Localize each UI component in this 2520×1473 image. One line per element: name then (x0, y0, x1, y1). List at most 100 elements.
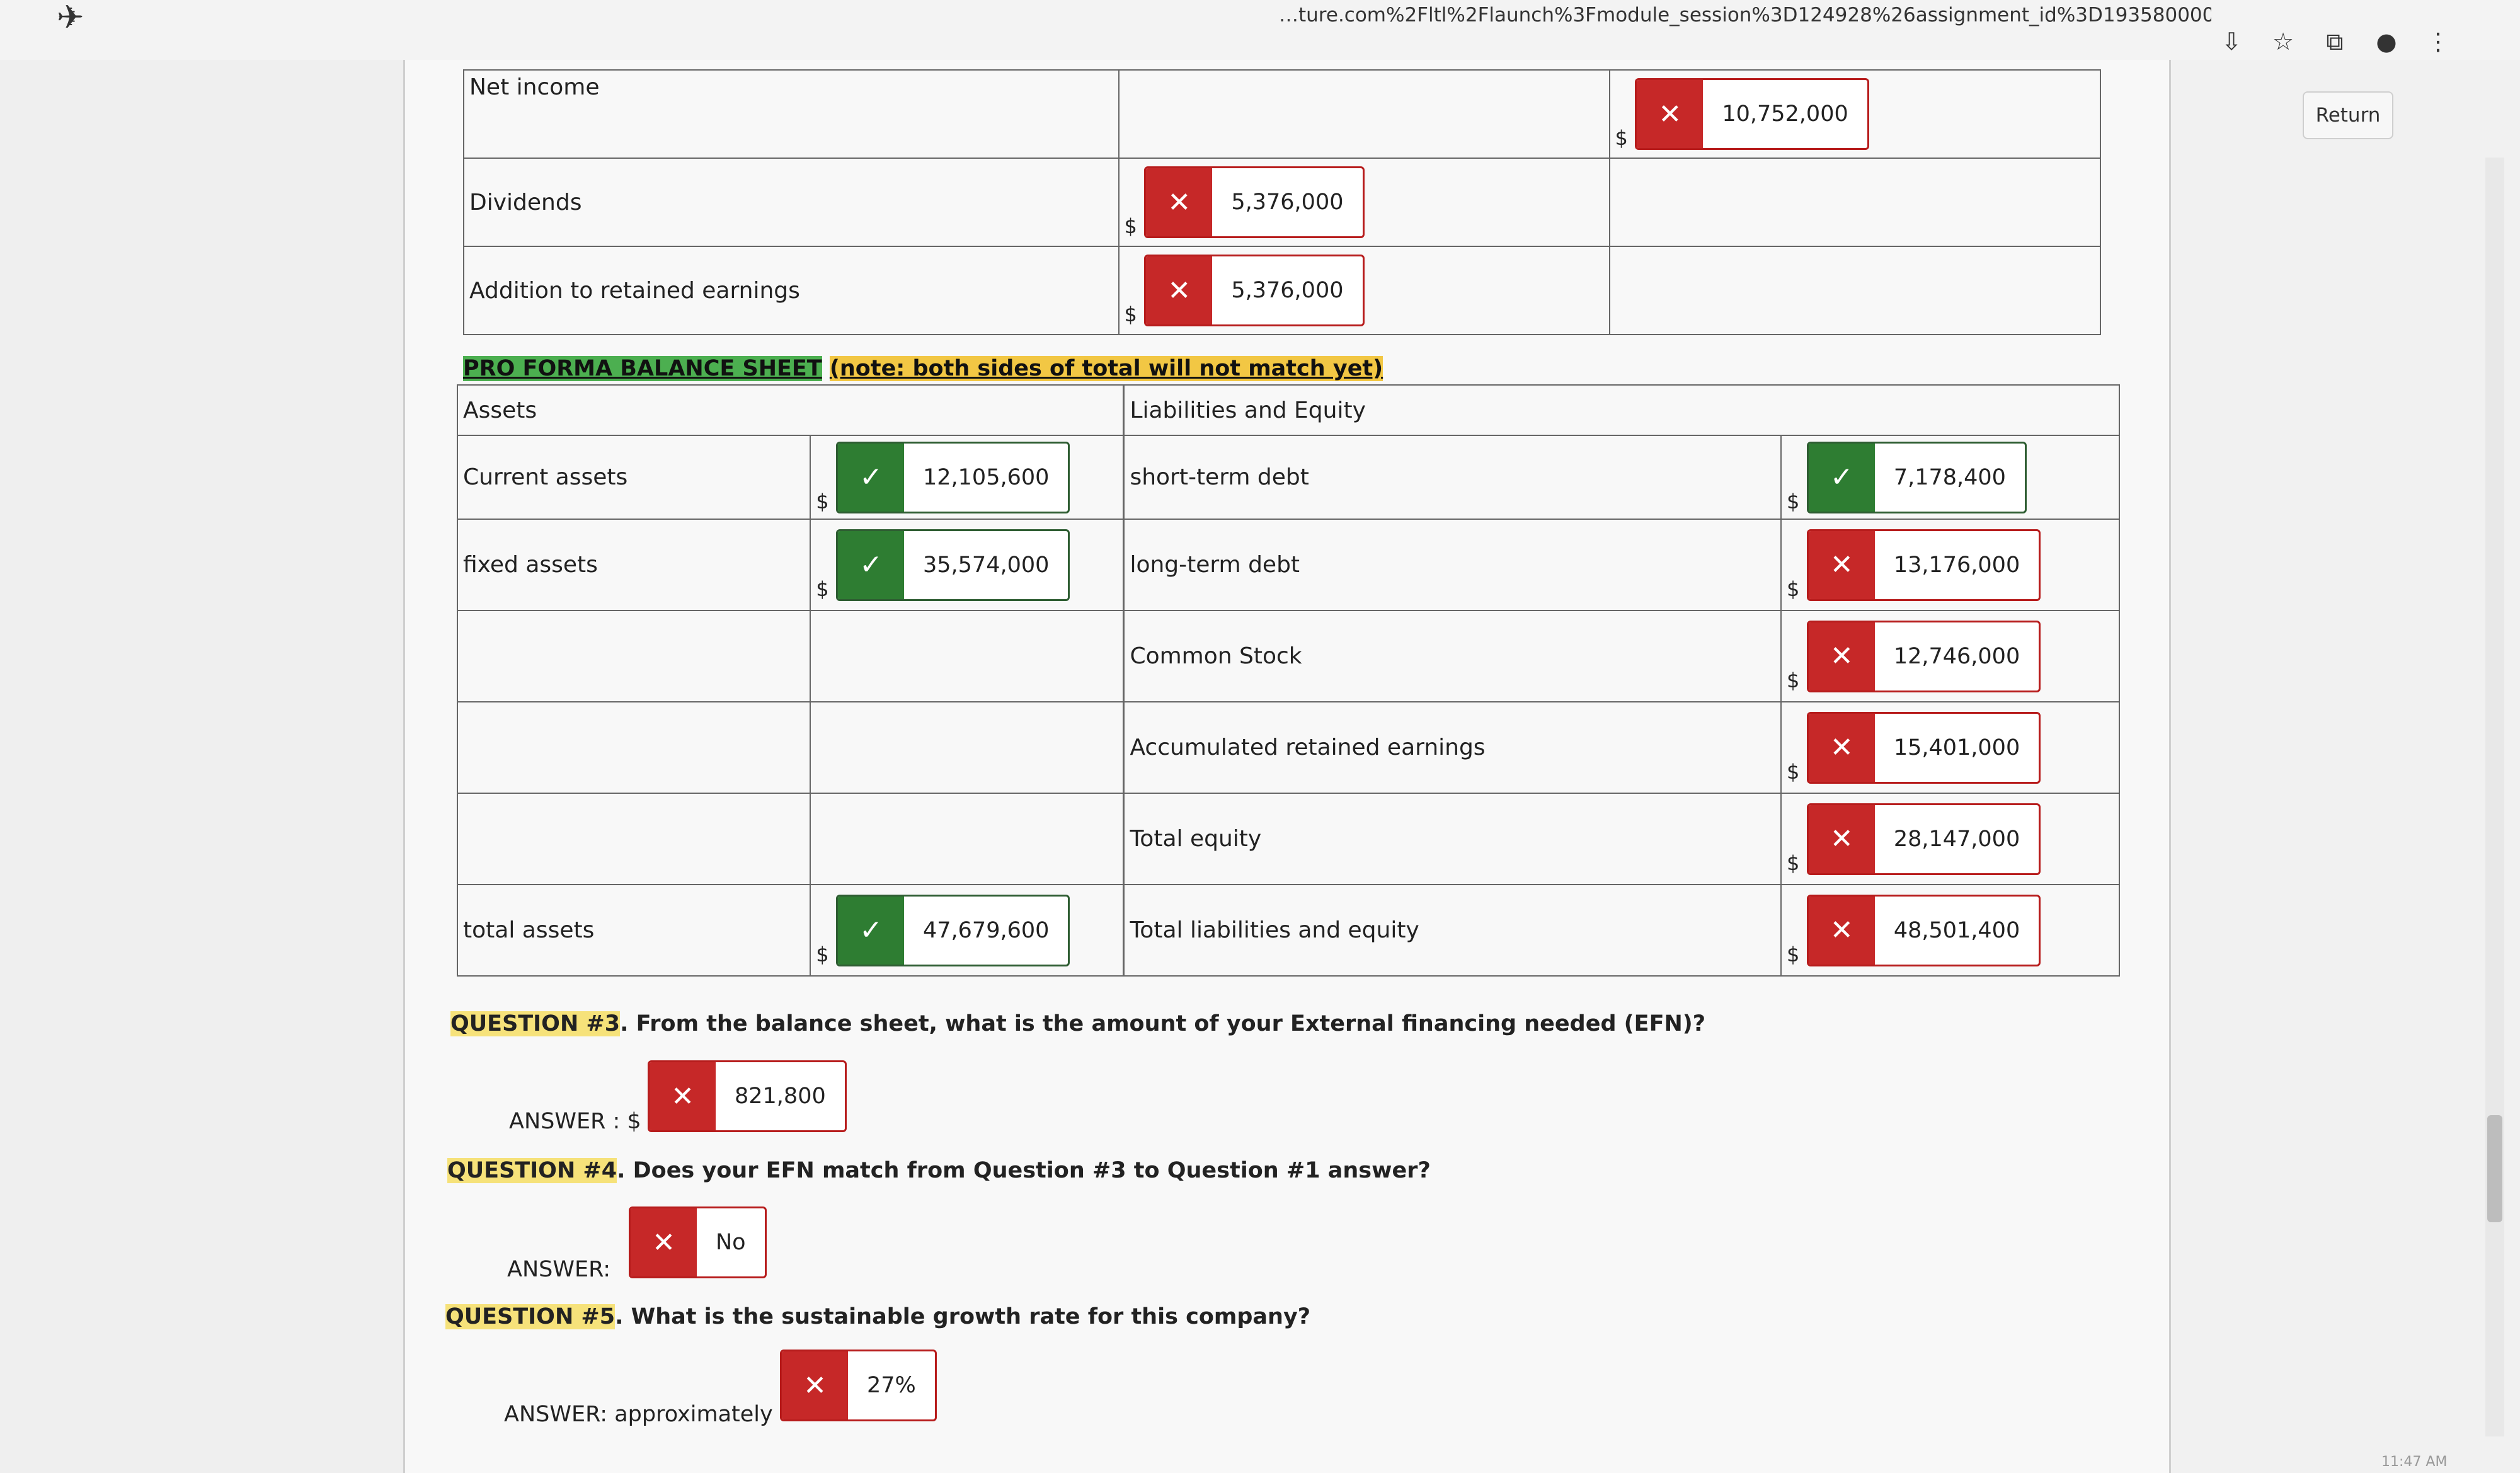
answer-label: ANSWER : $ (509, 1109, 641, 1134)
liability-value-cell: $ ✕ 12,746,000 (1780, 610, 2120, 702)
fixed-assets-answer[interactable]: ✓ 35,574,000 (836, 529, 1070, 601)
table-row: Total equity $ ✕ 28,147,000 (456, 793, 2120, 885)
liabilities-header: Liabilities and Equity (1123, 384, 2121, 436)
assets-header: Assets (457, 384, 1125, 436)
scrollbar-track[interactable] (2485, 158, 2504, 1436)
liability-value-cell: $ ✕ 15,401,000 (1780, 701, 2120, 794)
table-row: Accumulated retained earnings $ ✕ 15,401… (456, 701, 2120, 794)
net-income-answer[interactable]: ✕ 10,752,000 (1635, 78, 1869, 150)
scrollbar-thumb[interactable] (2487, 1115, 2502, 1222)
currency-symbol: $ (1787, 668, 1800, 692)
right-pane (2167, 60, 2520, 1473)
total-liabilities-answer[interactable]: ✕ 48,501,400 (1806, 894, 2041, 966)
close-icon: ✕ (1808, 530, 1875, 599)
liability-label-total: Total liabilities and equity (1123, 884, 1782, 977)
total-equity-answer[interactable]: ✕ 28,147,000 (1806, 803, 2041, 875)
question-3-answer-wrap: ✕ 821,800 (648, 1060, 847, 1132)
common-stock-value: 12,746,000 (1893, 643, 2020, 669)
balance-sheet-title: PRO FORMA BALANCE SHEET (463, 356, 822, 381)
check-icon: ✓ (838, 896, 904, 965)
asset-value-cell: $ ✓ 47,679,600 (810, 884, 1125, 977)
close-icon: ✕ (1808, 896, 1875, 965)
asset-value-empty (810, 793, 1125, 885)
fixed-assets-value: 35,574,000 (923, 552, 1050, 578)
net-income-cell: $ ✕ 10,752,000 (1608, 69, 2102, 159)
efn-match-value: No (716, 1230, 746, 1255)
asset-label-empty (456, 793, 811, 885)
asset-label-fixed: fixed assets (456, 519, 811, 611)
common-stock-answer[interactable]: ✕ 12,746,000 (1806, 620, 2041, 692)
address-bar[interactable]: …ture.com%2Fltl%2Flaunch%3Fmodule_sessio… (1279, 4, 2211, 26)
current-assets-answer[interactable]: ✓ 12,105,600 (836, 441, 1070, 513)
balance-sheet-table: Assets Liabilities and Equity Current as… (456, 384, 2121, 977)
check-icon: ✓ (838, 443, 904, 512)
taskbar-clock: 11:47 AM (2381, 1454, 2448, 1470)
currency-symbol: $ (1787, 489, 1800, 513)
income-label-dividends: Dividends (463, 158, 1120, 247)
profile-icon[interactable]: ● (2376, 28, 2397, 55)
close-icon: ✕ (1637, 80, 1704, 148)
dividends-answer[interactable]: ✕ 5,376,000 (1144, 166, 1365, 238)
liability-label-total-equity: Total equity (1123, 793, 1782, 885)
close-icon: ✕ (782, 1351, 848, 1419)
asset-value-empty (810, 701, 1125, 794)
growth-rate-answer[interactable]: ✕ 27% (780, 1350, 937, 1421)
income-label-addition-retained: Addition to retained earnings (463, 246, 1120, 335)
short-term-debt-answer[interactable]: ✓ 7,178,400 (1806, 441, 2027, 513)
close-icon: ✕ (1808, 805, 1875, 873)
short-term-debt-value: 7,178,400 (1893, 464, 2006, 490)
long-term-debt-answer[interactable]: ✕ 13,176,000 (1806, 529, 2041, 601)
answer-label: ANSWER: approximately (504, 1402, 773, 1427)
question-5-answer-wrap: ✕ 27% (780, 1350, 937, 1421)
question-number: QUESTION #5 (445, 1304, 616, 1329)
question-text: . Does your EFN match from Question #3 t… (617, 1158, 1431, 1183)
currency-symbol: $ (1787, 576, 1800, 601)
table-row: Addition to retained earnings $ ✕ 5,376,… (463, 246, 2102, 335)
close-icon: ✕ (1146, 168, 1213, 236)
table-row: Current assets $ ✓ 12,105,600 short-term… (456, 435, 2120, 520)
retained-earnings-answer[interactable]: ✕ 15,401,000 (1806, 711, 2041, 784)
extensions-icon[interactable]: ⧉ (2326, 28, 2344, 55)
asset-label-empty (456, 701, 811, 794)
addition-retained-value: 5,376,000 (1231, 278, 1344, 303)
check-icon: ✓ (838, 530, 904, 599)
star-icon[interactable]: ☆ (2272, 28, 2294, 55)
question-5: QUESTION #5. What is the sustainable gro… (445, 1304, 1310, 1329)
total-equity-value: 28,147,000 (1893, 826, 2020, 852)
balance-sheet-note: (note: both sides of total will not matc… (829, 356, 1383, 381)
question-number: QUESTION #4 (447, 1158, 617, 1183)
retained-earnings-value: 15,401,000 (1893, 735, 2020, 760)
total-liabilities-value: 48,501,400 (1893, 917, 2020, 943)
question-text: . From the balance sheet, what is the am… (620, 1011, 1706, 1036)
current-assets-value: 12,105,600 (923, 464, 1050, 490)
rocket-icon: ✈ (57, 0, 84, 37)
table-row: Dividends $ ✕ 5,376,000 (463, 158, 2102, 247)
dividends-cell: $ ✕ 5,376,000 (1118, 158, 1610, 247)
install-icon[interactable]: ⇩ (2221, 28, 2242, 55)
efn-answer[interactable]: ✕ 821,800 (648, 1060, 847, 1132)
check-icon: ✓ (1808, 443, 1875, 512)
browser-toolbar: ✈ …ture.com%2Fltl%2Flaunch%3Fmodule_sess… (0, 0, 2520, 61)
liability-label-long-term: long-term debt (1123, 519, 1782, 611)
asset-label-current: Current assets (456, 435, 811, 520)
menu-icon[interactable]: ⋮ (2426, 28, 2450, 55)
close-icon: ✕ (1808, 622, 1875, 691)
addition-retained-answer[interactable]: ✕ 5,376,000 (1144, 255, 1365, 326)
close-icon: ✕ (650, 1062, 716, 1130)
currency-symbol: $ (1615, 126, 1628, 150)
asset-value-empty (810, 610, 1125, 702)
income-cell-empty (1608, 246, 2102, 335)
table-row: Common Stock $ ✕ 12,746,000 (456, 610, 2120, 702)
close-icon: ✕ (1146, 256, 1213, 324)
question-number: QUESTION #3 (450, 1011, 621, 1036)
return-button[interactable]: Return (2303, 91, 2393, 139)
liability-value-cell: $ ✕ 48,501,400 (1780, 884, 2120, 977)
total-assets-answer[interactable]: ✓ 47,679,600 (836, 894, 1070, 966)
balance-sheet-heading: PRO FORMA BALANCE SHEET (note: both side… (463, 356, 1383, 381)
currency-symbol: $ (1787, 942, 1800, 966)
efn-value: 821,800 (735, 1084, 826, 1109)
liability-label-short-term: short-term debt (1123, 435, 1782, 520)
currency-symbol: $ (1787, 851, 1800, 875)
efn-match-answer[interactable]: ✕ No (629, 1206, 767, 1278)
liability-value-cell: $ ✓ 7,178,400 (1780, 435, 2120, 520)
